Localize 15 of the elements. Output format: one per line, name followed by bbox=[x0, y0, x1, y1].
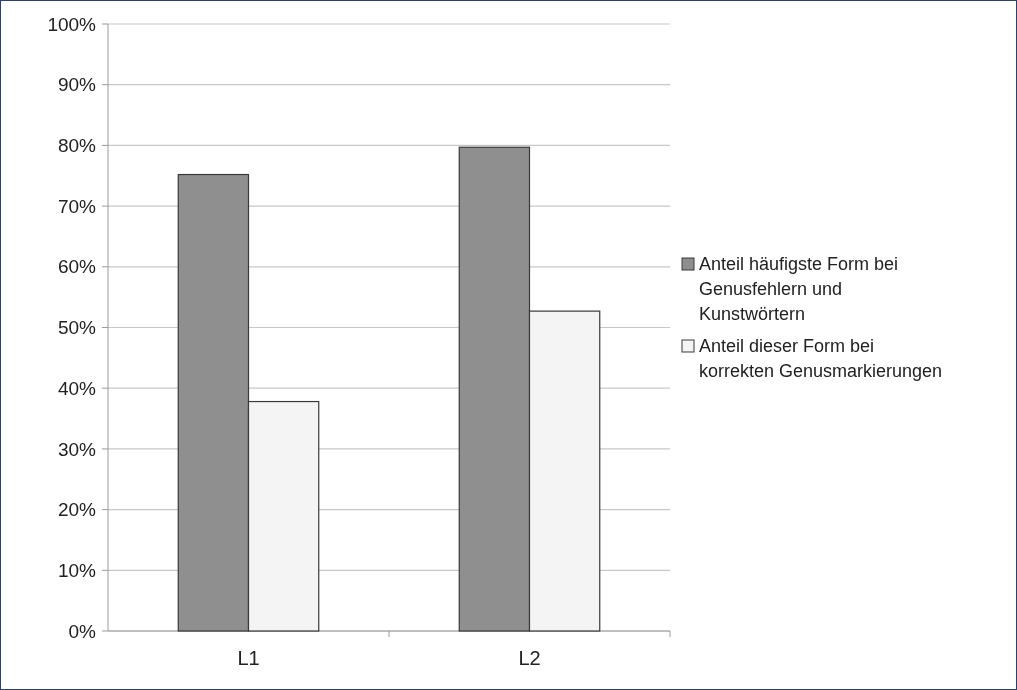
legend-label: Anteil häufigste Form bei Genusfehlern und Kunstwörtern bbox=[699, 254, 899, 324]
y-tick-label: 80% bbox=[57, 135, 97, 157]
legend-label: Anteil dieser Form bei korrekten Genusmarkierungen bbox=[699, 336, 943, 381]
y-tick-label: 10% bbox=[57, 559, 97, 581]
y-tick-label: 70% bbox=[57, 195, 97, 217]
y-tick-label: 60% bbox=[57, 256, 97, 278]
y-tick-label: 50% bbox=[57, 317, 97, 339]
y-tick-label: 90% bbox=[57, 74, 97, 96]
y-tick-label: 30% bbox=[57, 438, 97, 460]
y-tick-label: 100% bbox=[47, 13, 97, 35]
x-tick-label: L1 bbox=[237, 647, 260, 669]
y-tick-label: 40% bbox=[57, 377, 97, 399]
x-tick-label: L2 bbox=[518, 647, 541, 669]
y-tick-label: 0% bbox=[68, 620, 97, 642]
y-tick-label: 20% bbox=[57, 499, 97, 521]
